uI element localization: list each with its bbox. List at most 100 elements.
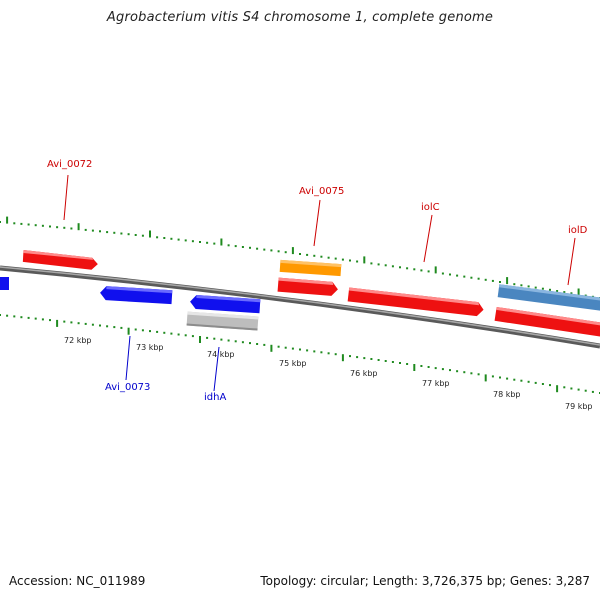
- outer-tick-9: [63, 226, 66, 229]
- outer-tick-19: [134, 234, 137, 236]
- inner-tick-20: [141, 329, 144, 332]
- inner-tick-33: [234, 340, 237, 343]
- outer-tick-59: [420, 269, 423, 272]
- gene-label-idhA: idhA: [204, 392, 226, 403]
- accession-text: Accession: NC_011989: [9, 574, 146, 588]
- scale-labels: 72 kbp 73 kbp 74 kbp 75 kbp 76 kbp 77 kb…: [64, 336, 593, 411]
- outer-tick-37: [263, 248, 266, 251]
- outer-tick-44: [313, 254, 316, 257]
- outer-tick-82: [584, 294, 587, 297]
- inner-tick-53: [377, 359, 380, 361]
- inner-tick-40: [284, 346, 287, 349]
- inner-tick-21: [149, 330, 151, 333]
- inner-tick-48: [341, 354, 344, 362]
- scale-label-76: 76 kbp: [350, 369, 378, 378]
- outer-tick-49: [349, 259, 351, 262]
- genome-backbone: [0, 265, 600, 349]
- inner-tick-73: [520, 379, 523, 382]
- gene-Avi_0072[interactable]: [22, 249, 99, 270]
- outer-tick-66: [470, 276, 473, 279]
- inner-tick-46: [327, 352, 330, 355]
- inner-tick-27: [191, 335, 194, 338]
- inner-tick-58: [413, 364, 416, 371]
- outer-tick-57: [406, 267, 409, 270]
- inner-tick-59: [420, 365, 423, 367]
- inner-tick-80: [570, 387, 573, 390]
- inner-tick-68: [484, 374, 487, 382]
- outer-tick-track: [0, 216, 600, 299]
- inner-tick-17: [120, 326, 123, 329]
- outer-tick-3: [20, 222, 23, 225]
- gene-075-red[interactable]: [277, 277, 339, 297]
- outer-tick-72: [513, 283, 516, 286]
- inner-tick-66: [470, 372, 473, 375]
- outer-tick-47: [334, 257, 337, 260]
- inner-tick-47: [334, 353, 337, 356]
- outer-tick-43: [306, 253, 309, 256]
- inner-tick-79: [563, 386, 566, 389]
- inner-tick-49: [349, 355, 351, 358]
- gene-steel-blue[interactable]: [497, 284, 600, 312]
- outer-tick-60: [427, 270, 430, 273]
- inner-tick-24: [170, 332, 173, 335]
- inner-tick-83: [591, 390, 594, 393]
- outer-tick-40: [284, 251, 287, 254]
- inner-tick-8: [56, 319, 59, 327]
- gene-label-Avi_0075: Avi_0075: [299, 186, 344, 197]
- inner-tick-16: [113, 326, 116, 329]
- gene-left-blue[interactable]: [0, 277, 9, 290]
- inner-tick-36: [256, 343, 259, 345]
- inner-tick-35: [249, 342, 251, 345]
- outer-tick-42: [299, 253, 301, 255]
- gene-label-iolD: iolD: [568, 225, 588, 236]
- outer-tick-64: [456, 274, 459, 277]
- outer-tick-36: [256, 247, 259, 250]
- outer-tick-48: [341, 258, 344, 261]
- inner-tick-26: [184, 334, 187, 337]
- outer-tick-71: [506, 277, 509, 285]
- inner-tick-74: [527, 380, 530, 383]
- inner-tick-31: [220, 338, 223, 341]
- outer-tick-63: [449, 273, 451, 276]
- outer-tick-68: [484, 278, 487, 281]
- inner-tick-50: [356, 356, 359, 359]
- inner-tick-63: [449, 369, 451, 372]
- outer-tick-39: [277, 250, 280, 253]
- outer-tick-45: [320, 255, 323, 258]
- inner-tick-64: [456, 370, 459, 373]
- inner-tick-76: [541, 383, 544, 385]
- outer-tick-31: [220, 238, 223, 246]
- outer-tick-61: [434, 266, 437, 274]
- inner-tick-19: [134, 328, 137, 331]
- gene-074-blue[interactable]: [190, 295, 261, 314]
- gene-iolD[interactable]: [494, 306, 600, 338]
- gene-idhA[interactable]: [186, 311, 259, 331]
- outer-tick-7: [49, 225, 51, 228]
- outer-tick-1: [6, 216, 9, 224]
- inner-tick-81: [577, 388, 580, 391]
- gene-Avi_0075[interactable]: [279, 259, 342, 277]
- outer-tick-17: [120, 232, 123, 235]
- inner-tick-75: [534, 381, 537, 384]
- outer-tick-22: [156, 236, 159, 239]
- outer-tick-8: [56, 226, 59, 229]
- gene-iolC[interactable]: [347, 287, 485, 317]
- inner-tick-6: [41, 318, 44, 321]
- outer-tick-52: [370, 262, 373, 265]
- outer-tick-28: [199, 241, 201, 243]
- gene-Avi_0073[interactable]: [100, 286, 173, 305]
- outer-tick-58: [413, 268, 416, 271]
- inner-tick-61: [434, 367, 437, 370]
- outer-tick-5: [34, 224, 37, 227]
- outer-tick-46: [327, 256, 330, 259]
- inner-tick-1: [6, 314, 9, 317]
- outer-tick-41: [291, 247, 294, 255]
- outer-tick-74: [527, 285, 530, 288]
- outer-tick-75: [534, 286, 537, 289]
- inner-tick-42: [299, 348, 301, 351]
- outer-tick-53: [377, 263, 380, 266]
- inner-tick-11: [77, 322, 80, 325]
- outer-tick-80: [570, 292, 573, 295]
- inner-tick-69: [491, 375, 494, 378]
- inner-tick-43: [306, 349, 309, 352]
